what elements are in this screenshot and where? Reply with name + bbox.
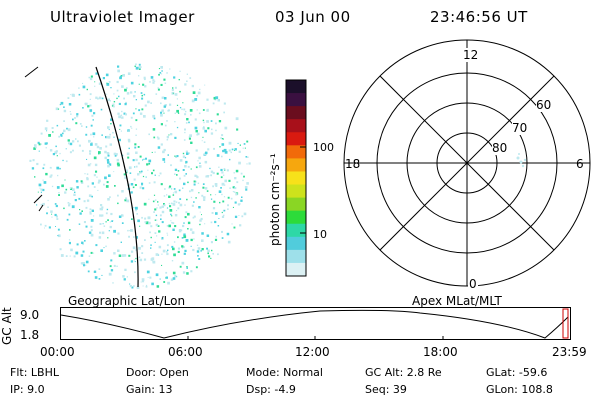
gc-alt-info: GC Alt: 2.8 Re (365, 366, 442, 379)
altitude-plot (60, 307, 571, 340)
terminator-line (95, 66, 139, 288)
apex-polar-plot (343, 39, 591, 287)
seq-info: Seq: 39 (365, 383, 407, 396)
glat-info: GLat: -59.6 (486, 366, 548, 379)
time-tick-1800: 18:00 (423, 345, 458, 359)
geographic-image (24, 63, 251, 289)
dsp-info: Dsp: -4.9 (246, 383, 296, 396)
glon-info: GLon: 108.8 (486, 383, 553, 396)
mlt-label-12: 12 (462, 48, 480, 62)
mlt-label-18: 18 (345, 157, 361, 171)
time-tick-1200: 12:00 (295, 345, 330, 359)
lat-label-70: 70 (512, 121, 528, 135)
altitude-axis-label: GC Alt (0, 307, 14, 345)
time-tick-0000: 00:00 (40, 345, 75, 359)
ip-info: IP: 9.0 (10, 383, 45, 396)
mlt-label-0: 0 (468, 277, 478, 291)
geographic-panel-label: Geographic Lat/Lon (68, 294, 186, 308)
date-label: 03 Jun 00 (275, 8, 351, 26)
time-tick-0600: 06:00 (168, 345, 203, 359)
mode-info: Mode: Normal (246, 366, 323, 379)
altitude-tick-1-8: 1.8 (20, 328, 40, 342)
lat-label-60: 60 (536, 98, 552, 112)
colorbar-tick-100: 100 (313, 141, 334, 154)
time-tick-2359: 23:59 (552, 345, 587, 359)
time-label: 23:46:56 UT (430, 8, 528, 26)
mlt-label-6: 6 (576, 157, 584, 171)
gain-info: Gain: 13 (126, 383, 173, 396)
altitude-tick-9: 9.0 (20, 308, 40, 322)
colorbar (285, 79, 307, 277)
lat-label-80: 80 (492, 141, 508, 155)
colorbar-tick-10: 10 (313, 228, 327, 241)
door-info: Door: Open (126, 366, 189, 379)
apex-panel-label: Apex MLat/MLT (412, 294, 502, 308)
filter-info: Flt: LBHL (10, 366, 59, 379)
instrument-title: Ultraviolet Imager (50, 8, 195, 26)
